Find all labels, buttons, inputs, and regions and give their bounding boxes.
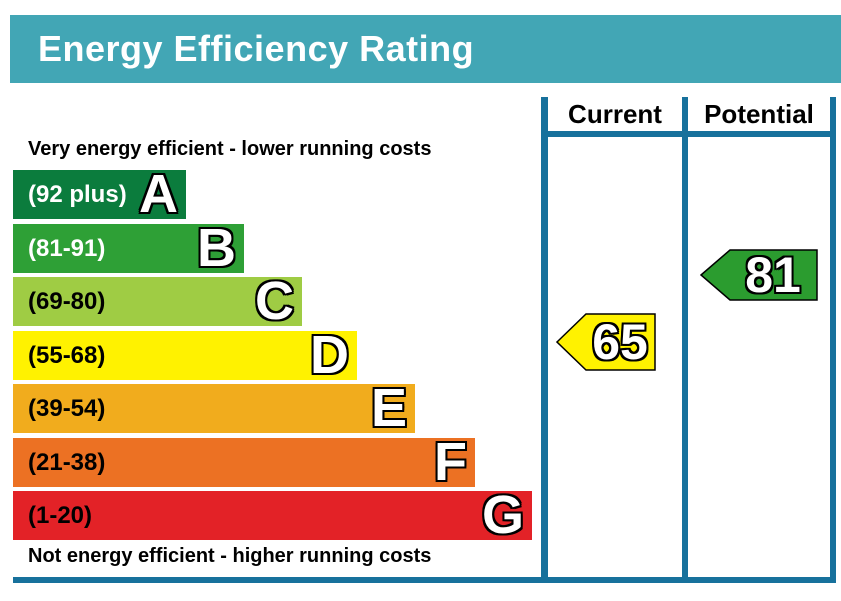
band-c: (69-80) C	[13, 271, 302, 331]
band-b-letter: B	[197, 218, 236, 278]
band-c-letter: C	[255, 271, 294, 331]
title-bar: Energy Efficiency Rating	[10, 15, 841, 83]
frame-left-border	[541, 97, 548, 583]
band-g-range: (1-20)	[28, 501, 93, 529]
page-title: Energy Efficiency Rating	[38, 28, 475, 69]
band-a-letter: A	[139, 164, 178, 224]
potential-rating-value: 81	[745, 247, 801, 303]
frame-middle-border	[682, 97, 688, 583]
band-b-range: (81-91)	[28, 234, 106, 262]
current-rating-arrow: 65	[556, 313, 656, 371]
band-a: (92 plus) A	[13, 164, 186, 224]
current-arrow-shape	[556, 313, 656, 371]
band-d: (55-68) D	[13, 325, 357, 385]
band-f-letter: F	[434, 432, 467, 492]
band-e-range: (39-54)	[28, 394, 106, 422]
band-e-letter: E	[370, 378, 407, 438]
band-g-letter: G	[481, 485, 524, 545]
band-a-range: (92 plus)	[28, 180, 127, 208]
band-d-letter: D	[310, 325, 349, 385]
potential-rating-arrow: 81	[700, 247, 818, 303]
column-header-current: Current	[568, 98, 662, 129]
frame-right-border	[830, 97, 836, 583]
band-g: (1-20) G	[13, 485, 532, 545]
band-b: (81-91) B	[13, 218, 244, 278]
left-arrow-icon	[556, 313, 656, 371]
caption-not-efficient: Not energy efficient - higher running co…	[28, 545, 432, 567]
band-f-range: (21-38)	[28, 448, 106, 476]
band-c-range: (69-80)	[28, 287, 106, 315]
frame-bottom-border	[13, 577, 836, 583]
current-rating-value: 65	[592, 314, 648, 370]
caption-very-efficient: Very energy efficient - lower running co…	[28, 138, 432, 160]
band-f: (21-38) F	[13, 432, 475, 492]
potential-arrow-shape	[700, 249, 818, 301]
frame-header-underline	[541, 131, 836, 137]
left-arrow-icon	[700, 249, 818, 301]
column-header-potential: Potential	[704, 98, 814, 129]
band-d-range: (55-68)	[28, 341, 106, 369]
band-e: (39-54) E	[13, 378, 415, 438]
